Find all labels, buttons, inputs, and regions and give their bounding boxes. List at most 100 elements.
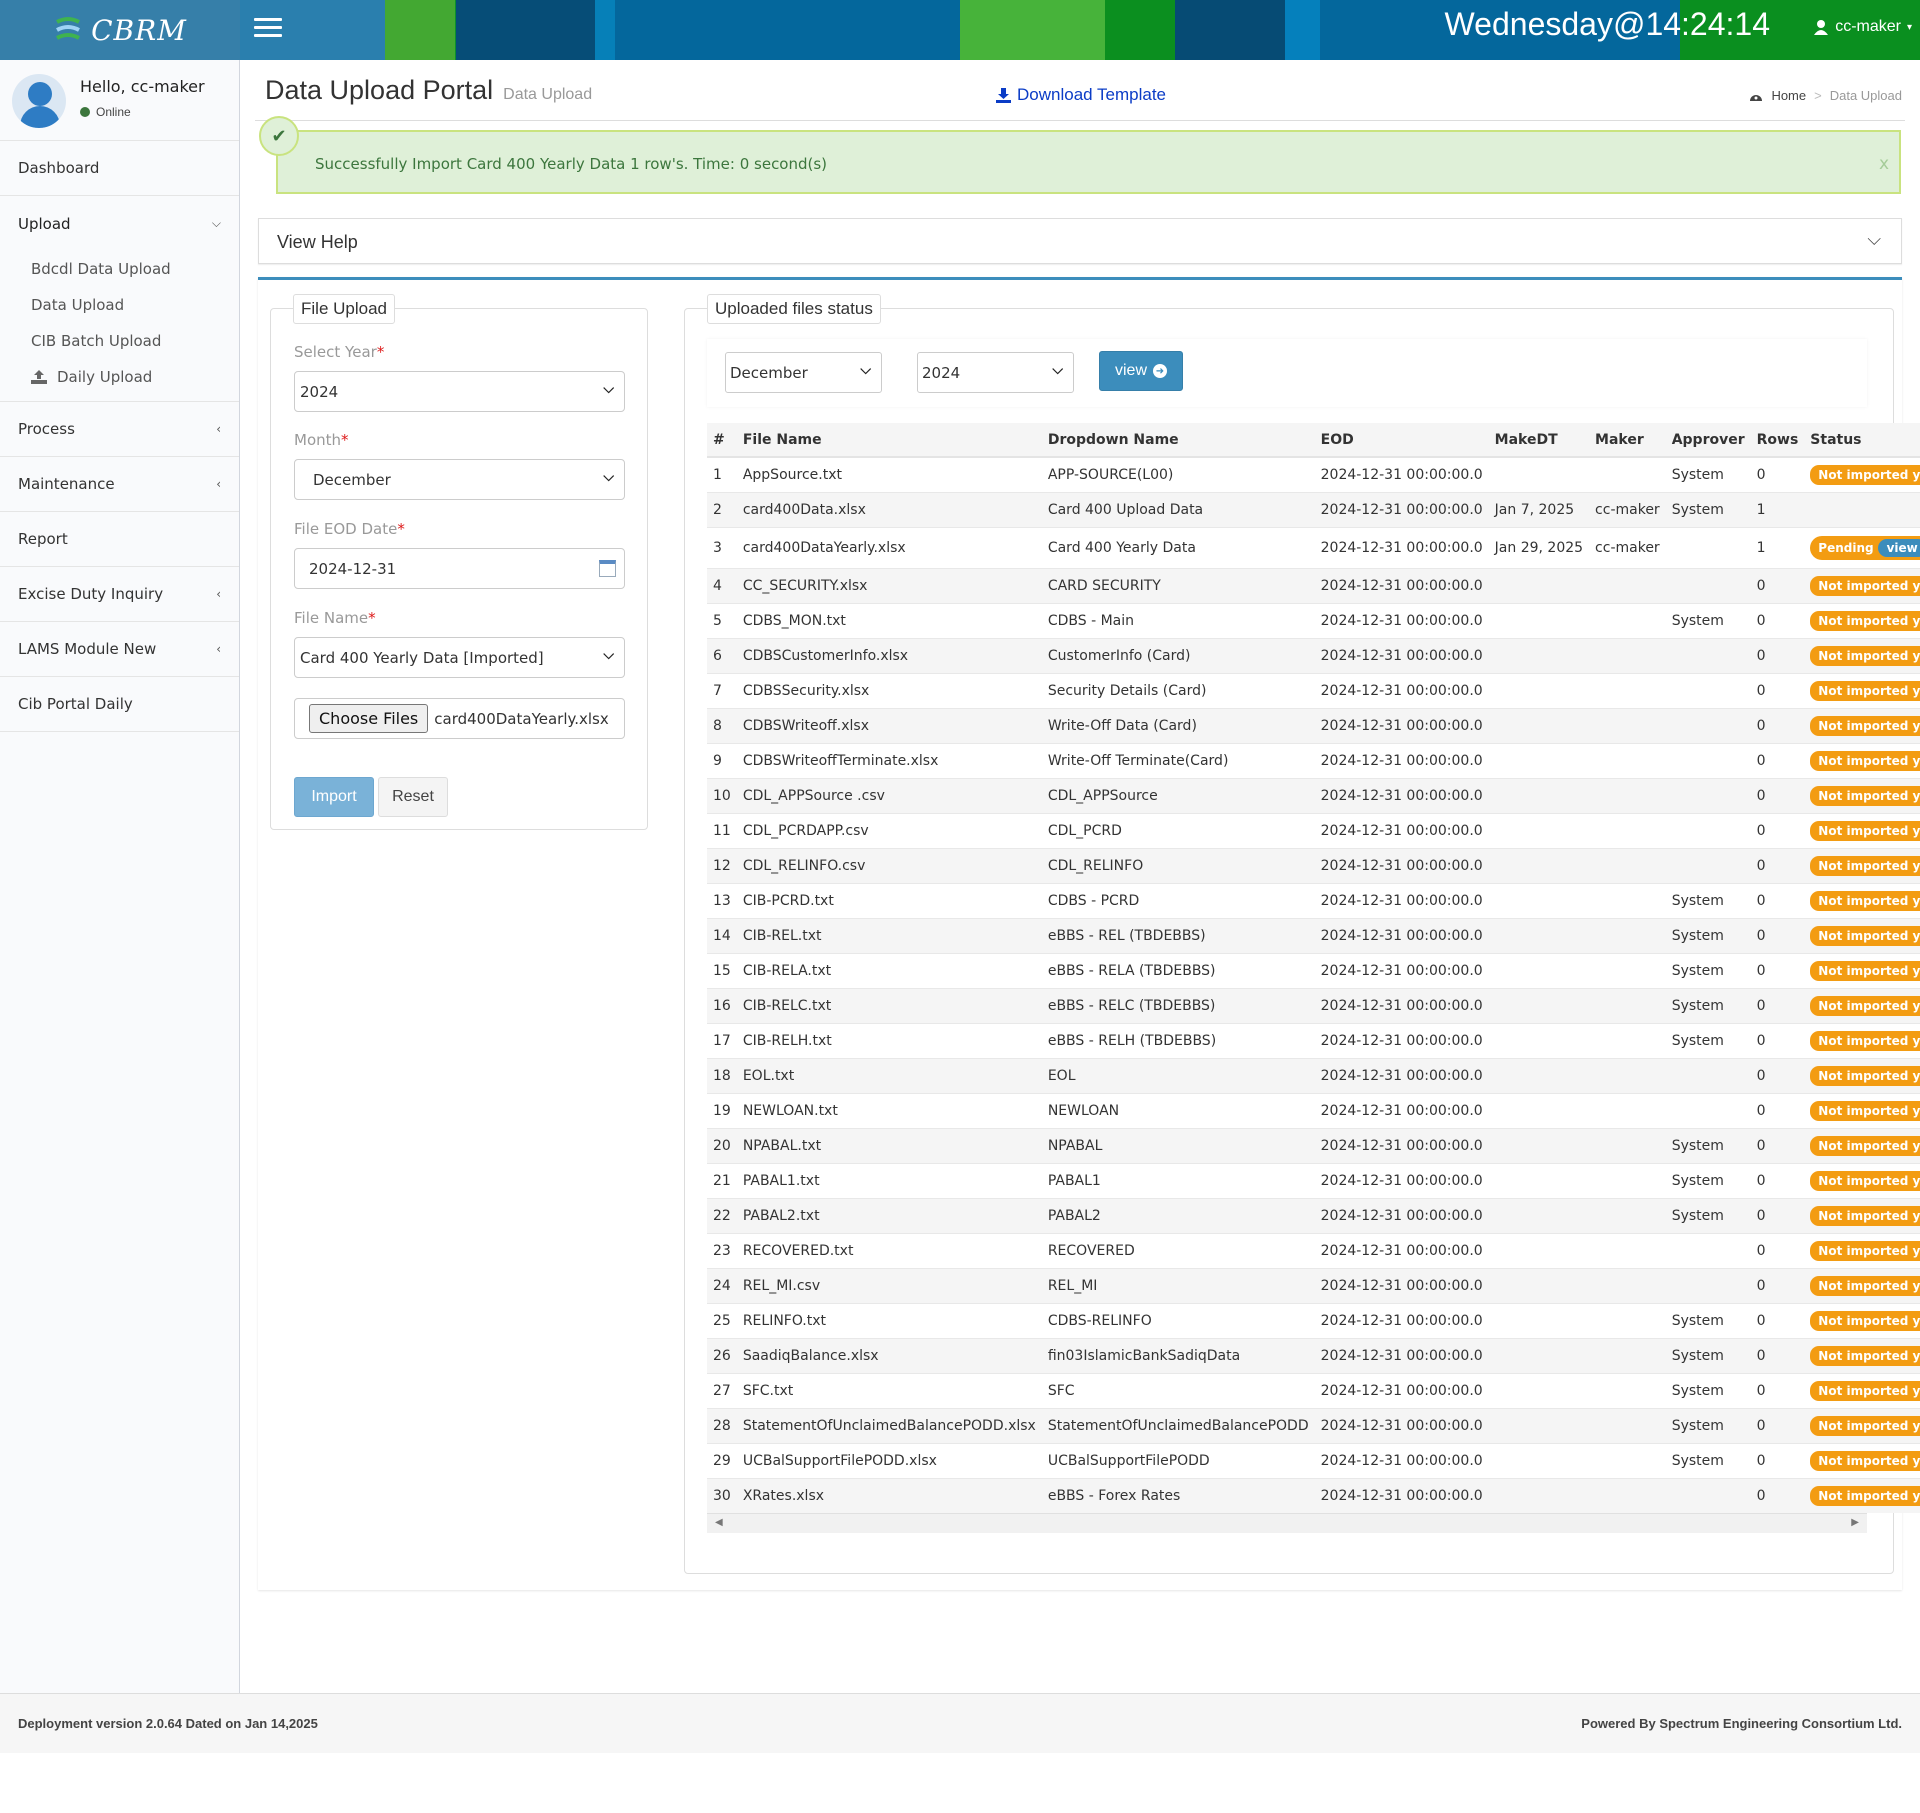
- sidebar-item-upload[interactable]: Upload ⌵: [0, 196, 239, 251]
- sidebar-item-cib-portal[interactable]: Cib Portal Daily: [0, 677, 239, 732]
- table-cell: [1589, 672, 1666, 708]
- status-badge: Not imported yet: [1810, 715, 1920, 736]
- table-cell: StatementOfUnclaimedBalancePODD.xlsx: [736, 1407, 1042, 1443]
- table-row: 3 card400DataYearly.xlsx Card 400 Yearly D…: [707, 526, 1920, 568]
- table-cell: [1665, 812, 1751, 848]
- column-header: EOD: [1314, 423, 1489, 458]
- scroll-right-icon[interactable]: ▶: [1851, 1517, 1859, 1528]
- sidebar-item-process[interactable]: Process ‹: [0, 402, 239, 457]
- horizontal-scrollbar[interactable]: ◀ ▶: [707, 1513, 1867, 1533]
- status-badge: Not imported yet: [1810, 1310, 1920, 1331]
- view-help-panel[interactable]: View Help ⌵: [258, 218, 1902, 264]
- table-cell: 2024-12-31 00:00:00.0: [1314, 1267, 1489, 1303]
- table-cell: card400DataYearly.xlsx: [736, 526, 1042, 568]
- table-cell: 0: [1750, 1337, 1805, 1373]
- table-cell: 0: [1750, 1407, 1805, 1443]
- table-cell: System: [1665, 602, 1751, 638]
- filename-select[interactable]: Card 400 Yearly Data [Imported] ⌵: [294, 637, 625, 678]
- table-cell: [1488, 1022, 1590, 1058]
- import-button[interactable]: Import: [294, 777, 374, 817]
- alert-close-button[interactable]: x: [1878, 154, 1889, 174]
- sidebar-subitem-daily-upload[interactable]: Daily Upload: [0, 359, 239, 395]
- view-button-label: view: [1114, 362, 1147, 379]
- table-cell: [1488, 1442, 1590, 1478]
- breadcrumb-home[interactable]: Home: [1771, 88, 1807, 103]
- table-cell: 0: [1750, 1442, 1805, 1478]
- table-cell: 29: [707, 1442, 737, 1478]
- table-cell: 22: [707, 1197, 737, 1233]
- status-badge: Not imported yet: [1810, 575, 1920, 596]
- table-cell: APP-SOURCE(L00): [1041, 456, 1315, 492]
- scroll-left-icon[interactable]: ◀: [715, 1517, 723, 1528]
- chevron-down-icon: ⌵: [603, 381, 614, 397]
- table-cell: 11: [707, 812, 737, 848]
- table-cell: [1589, 987, 1666, 1023]
- table-cell: Card 400 Yearly Data: [1041, 526, 1315, 568]
- table-row: 27 SFC.txt SFC 2024-12-31 00:00:00.0 System 0…: [707, 1372, 1920, 1408]
- status-badge: Not imported yet: [1810, 1415, 1920, 1436]
- table-cell: EOL.txt: [736, 1057, 1042, 1093]
- table-cell: [1665, 742, 1751, 778]
- column-header: Status: [1804, 423, 1920, 458]
- sidebar-toggle-icon[interactable]: [254, 18, 282, 42]
- table-row: 1 AppSource.txt APP-SOURCE(L00) 2024-12-31 …: [707, 456, 1920, 492]
- status-month-select[interactable]: December ⌵: [725, 352, 882, 393]
- table-row: 26 SaadiqBalance.xlsx fin03IslamicBankSadi…: [707, 1337, 1920, 1373]
- user-menu[interactable]: cc-maker ▾: [1813, 18, 1912, 36]
- sidebar-subitem-cib-batch-upload[interactable]: CIB Batch Upload: [0, 323, 239, 359]
- chevron-down-icon: ⌵: [1867, 229, 1881, 249]
- table-row: 21 PABAL1.txt PABAL1 2024-12-31 00:00:00.0 S…: [707, 1162, 1920, 1198]
- table-cell: RECOVERED.txt: [736, 1232, 1042, 1268]
- status-filter-bar: December ⌵ 2024 ⌵ view ➜: [707, 339, 1867, 407]
- table-cell: card400Data.xlsx: [736, 491, 1042, 527]
- sidebar-item-maintenance[interactable]: Maintenance ‹: [0, 457, 239, 512]
- status-badge: Not imported yet: [1810, 1240, 1920, 1261]
- status-badge: Pending view: [1810, 535, 1920, 560]
- table-cell: System: [1665, 1162, 1751, 1198]
- sidebar-item-excise-duty[interactable]: Excise Duty Inquiry ‹: [0, 567, 239, 622]
- required-mark: *: [397, 520, 405, 538]
- view-status-button[interactable]: view ➜: [1099, 351, 1183, 391]
- sidebar-item-report[interactable]: Report: [0, 512, 239, 567]
- required-mark: *: [341, 431, 349, 449]
- required-mark: *: [368, 609, 376, 627]
- sidebar-item-lams[interactable]: LAMS Module New ‹: [0, 622, 239, 677]
- user-name: cc-maker: [1835, 18, 1901, 35]
- app-logo[interactable]: CBRM: [0, 0, 240, 60]
- status-year-select[interactable]: 2024 ⌵: [917, 352, 1074, 393]
- table-cell: 24: [707, 1267, 737, 1303]
- table-cell: 0: [1750, 1302, 1805, 1338]
- status-badge: Not imported yet: [1810, 464, 1920, 485]
- sidebar-item-dashboard[interactable]: Dashboard: [0, 141, 239, 196]
- choose-files-button[interactable]: Choose Files: [309, 704, 429, 733]
- uploaded-files-table: # File Name Dropdown Name EOD MakeDT Mak…: [707, 423, 1920, 1513]
- table-cell: 28: [707, 1407, 737, 1443]
- month-select[interactable]: December ⌵: [294, 459, 625, 500]
- sidebar-subitem-bdcdl-upload[interactable]: Bdcdl Data Upload: [0, 251, 239, 287]
- table-cell: [1488, 1477, 1590, 1513]
- table-cell: [1589, 1302, 1666, 1338]
- table-cell: [1488, 707, 1590, 743]
- download-template-link[interactable]: Download Template: [996, 85, 1166, 105]
- table-cell: [1665, 777, 1751, 813]
- deployment-version: Deployment version 2.0.64 Dated on Jan 1…: [18, 1716, 318, 1731]
- eod-date-input[interactable]: 2024-12-31: [294, 548, 625, 589]
- month-label-text: Month: [294, 431, 342, 449]
- table-cell: System: [1665, 491, 1751, 527]
- table-cell: Not imported yet: [1804, 707, 1920, 743]
- sidebar-subitem-data-upload[interactable]: Data Upload: [0, 287, 239, 323]
- table-cell: [1589, 1372, 1666, 1408]
- table-cell: Pending view: [1804, 526, 1920, 568]
- table-cell: 0: [1750, 917, 1805, 953]
- table-cell: PABAL1: [1041, 1162, 1315, 1198]
- reset-button[interactable]: Reset: [378, 777, 448, 817]
- year-select[interactable]: 2024 ⌵: [294, 371, 625, 412]
- table-cell: 2024-12-31 00:00:00.0: [1314, 637, 1489, 673]
- table-cell: Jan 29, 2025: [1488, 526, 1590, 568]
- table-cell: 20: [707, 1127, 737, 1163]
- status-badge: Not imported yet: [1810, 855, 1920, 876]
- status-dot-icon: [80, 107, 90, 117]
- status-view-button[interactable]: view: [1877, 538, 1920, 557]
- calendar-icon[interactable]: [599, 560, 616, 577]
- main-content: Data Upload Portal Data Upload Download …: [240, 60, 1920, 1693]
